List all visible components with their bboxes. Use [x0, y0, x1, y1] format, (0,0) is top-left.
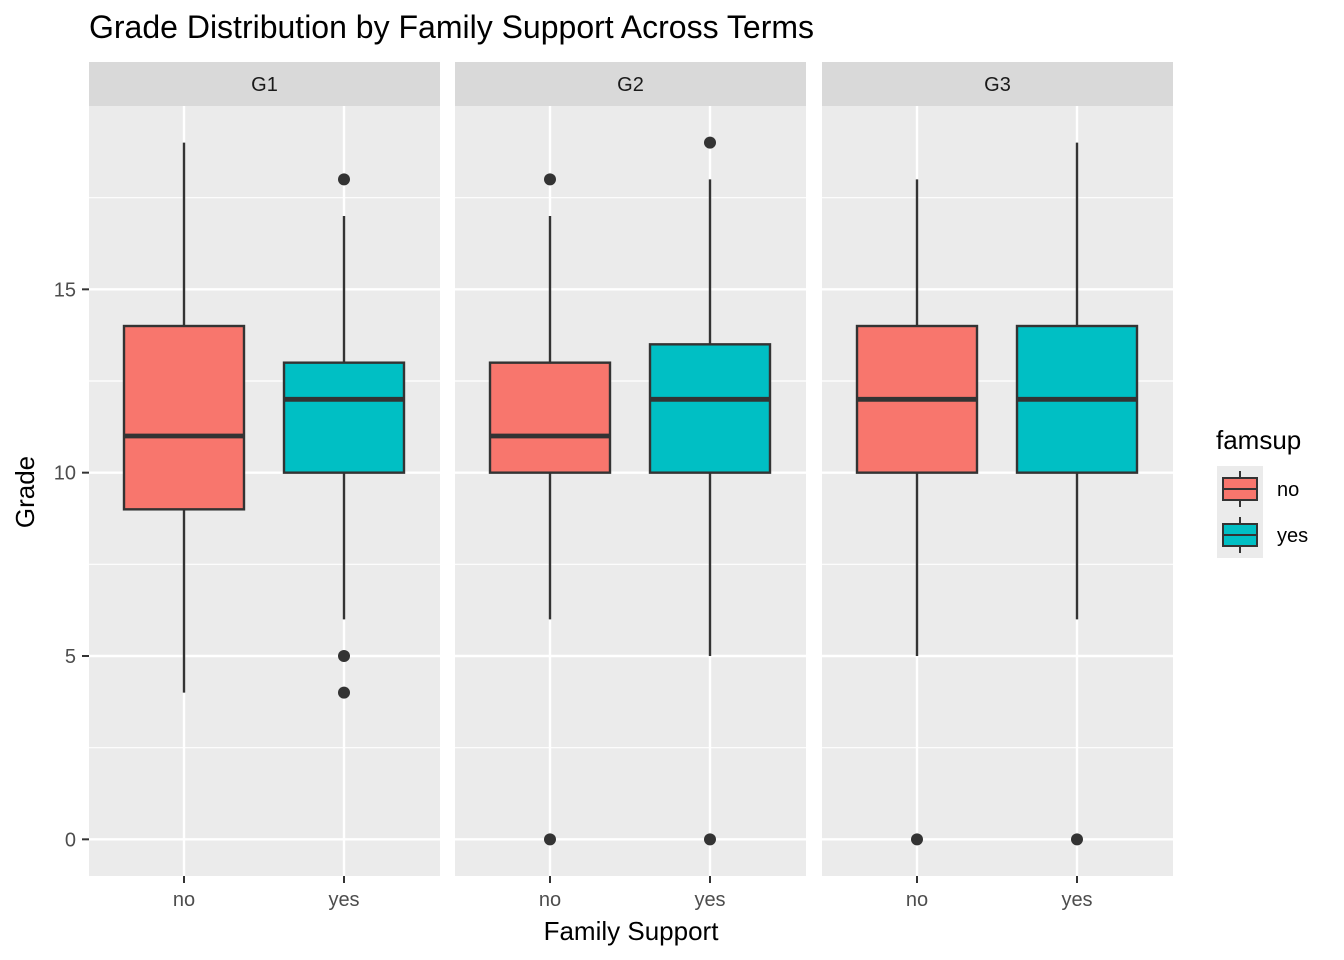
- outlier-point: [704, 136, 716, 149]
- x-tick-label: no: [539, 889, 561, 911]
- facet-strip-label: G2: [617, 74, 644, 96]
- box-iqr: [122, 324, 246, 511]
- outlier-point: [911, 833, 923, 846]
- facet-strip-label: G1: [251, 74, 278, 96]
- facet-strip: [455, 62, 806, 106]
- x-tick-label: yes: [694, 889, 725, 911]
- box-g2-yes: [648, 136, 772, 846]
- facet-strip-label: G3: [984, 74, 1011, 96]
- outlier-point: [338, 650, 350, 662]
- y-tick-label: 5: [65, 646, 76, 668]
- y-tick-label: 0: [65, 829, 76, 851]
- facet-strip: [822, 62, 1173, 106]
- y-axis: 0 5 10 15: [54, 279, 89, 851]
- y-tick-label: 10: [54, 463, 76, 485]
- legend-key-yes: yes: [1217, 512, 1308, 558]
- box-g1-no: [122, 142, 246, 693]
- box-g3-no: [855, 179, 979, 846]
- outlier-point: [338, 173, 350, 186]
- outlier-point: [544, 833, 556, 846]
- box-iqr: [488, 361, 612, 474]
- outlier-point: [1071, 833, 1083, 846]
- outlier-point: [704, 833, 716, 846]
- legend-label: yes: [1277, 525, 1308, 547]
- box-g1-yes: [282, 173, 406, 699]
- legend: famsup no yes: [1216, 425, 1308, 558]
- box-g2-no: [488, 173, 612, 846]
- facet-strip: [89, 62, 440, 106]
- facet-panel-g1: G1 no yes: [89, 62, 440, 911]
- panel-background: [822, 106, 1173, 876]
- x-axis-title: Family Support: [544, 916, 720, 946]
- box-iqr: [648, 343, 772, 474]
- legend-key-no: no: [1217, 466, 1299, 512]
- box-g3-yes: [1015, 142, 1139, 846]
- legend-title: famsup: [1216, 425, 1301, 455]
- facet-panel-g2: G2 no yes: [455, 62, 806, 911]
- y-tick-label: 15: [54, 279, 76, 301]
- x-tick-label: no: [173, 889, 195, 911]
- outlier-point: [338, 686, 350, 699]
- x-tick-label: no: [906, 889, 928, 911]
- box-iqr: [282, 361, 406, 474]
- panel-background: [455, 106, 806, 876]
- outlier-point: [544, 173, 556, 186]
- y-axis-title: Grade: [10, 456, 40, 528]
- facet-panel-g3: G3 no yes: [822, 62, 1173, 911]
- facet-panels: G1 no yes G2 no yes G3 no yes: [89, 62, 1173, 911]
- chart-title: Grade Distribution by Family Support Acr…: [89, 9, 814, 45]
- legend-label: no: [1277, 479, 1299, 501]
- x-tick-label: yes: [1061, 889, 1092, 911]
- x-tick-label: yes: [328, 889, 359, 911]
